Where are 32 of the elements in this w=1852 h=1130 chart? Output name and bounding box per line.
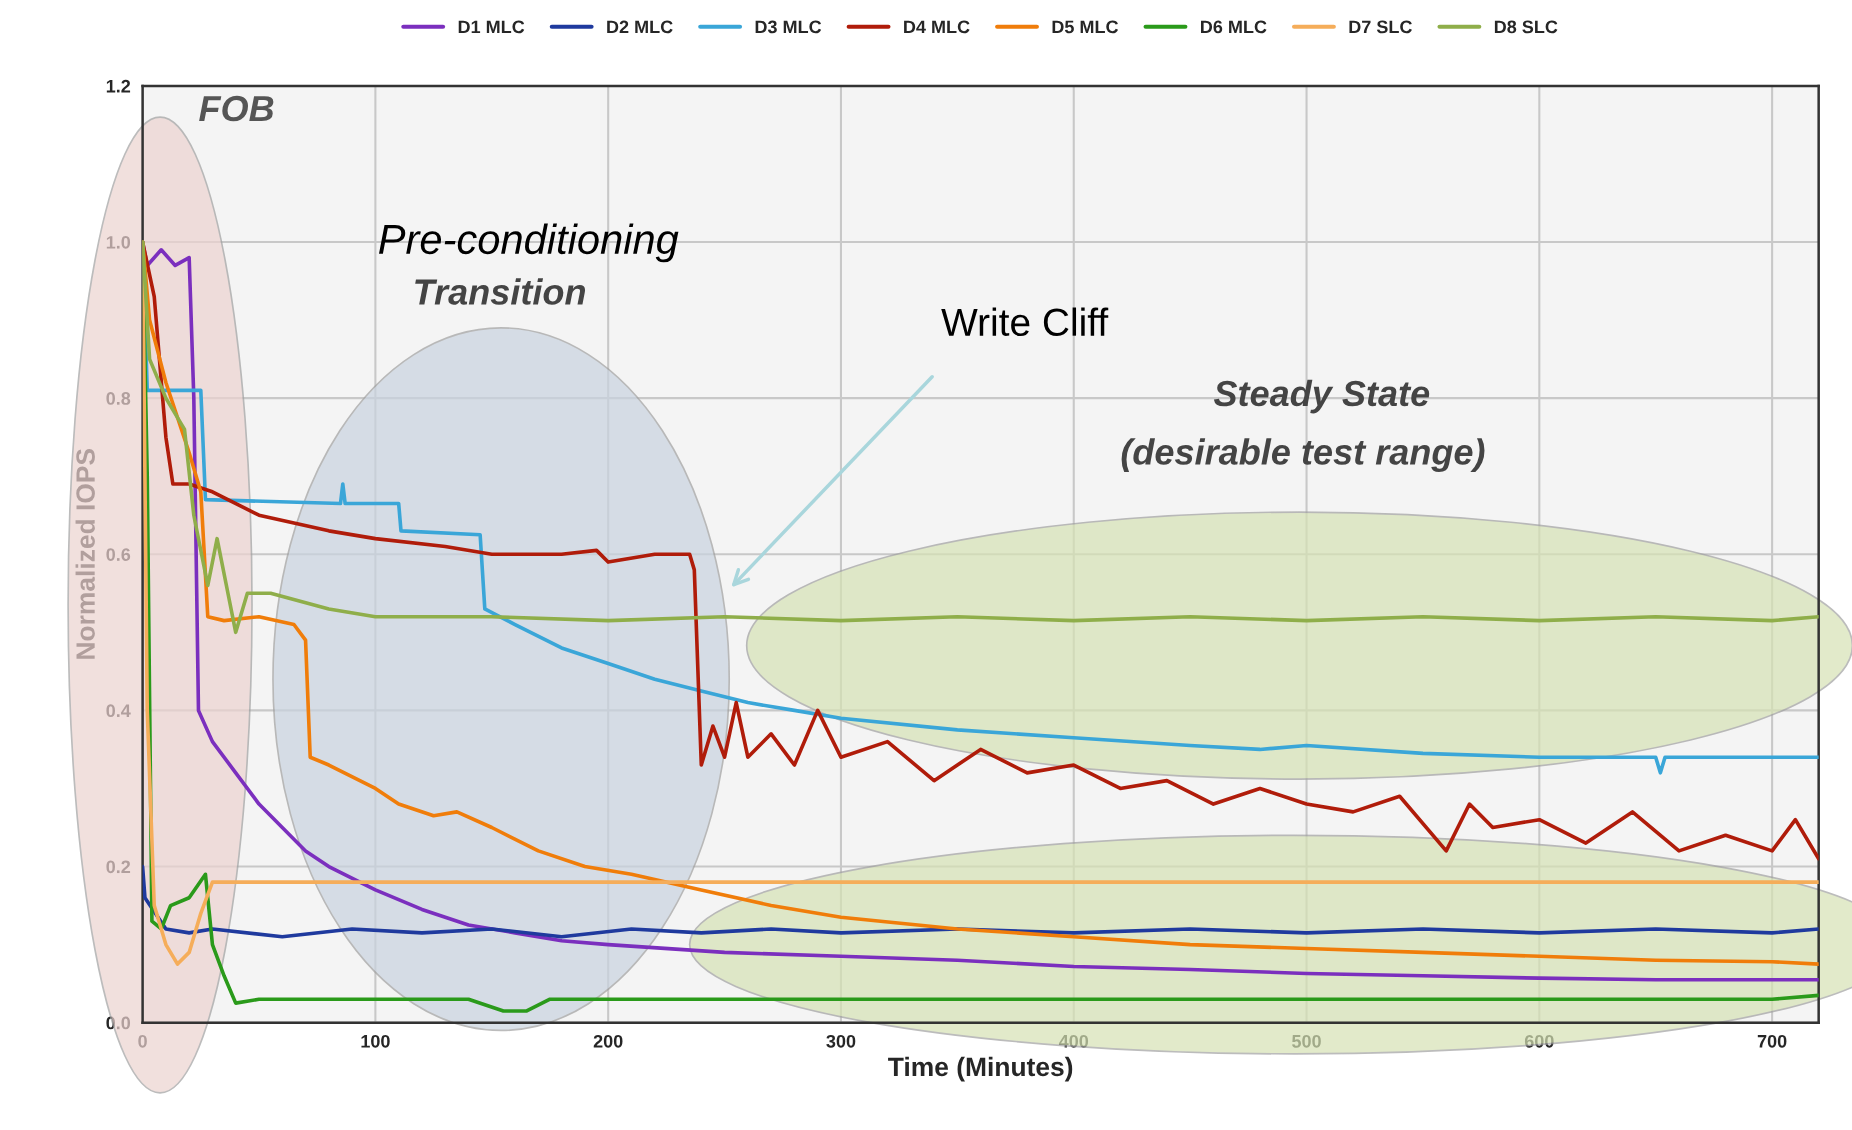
annotation: Write Cliff — [941, 307, 1109, 337]
legend-label: D8 SLC — [1494, 20, 1558, 34]
line-series — [142, 864, 1819, 939]
y-tick-label: 0.6 — [106, 548, 131, 561]
y-axis-title: Normalized IOPS — [75, 448, 95, 659]
y-tick-label: 0.8 — [106, 392, 131, 405]
annotation: Transition — [415, 278, 586, 305]
x-tick-label: 700 — [1757, 1034, 1787, 1048]
legend-label: D1 MLC — [458, 20, 525, 34]
y-tick-label: 0.4 — [106, 704, 131, 718]
legend-label: D5 MLC — [1052, 20, 1119, 34]
legend-label: D6 MLC — [1201, 20, 1267, 34]
x-axis-title: Time (Minutes) — [888, 1056, 1073, 1082]
y-tick-label: 0.2 — [106, 860, 131, 874]
legend-label: D4 MLC — [904, 20, 970, 34]
legend-label: D3 MLC — [755, 20, 822, 34]
x-tick-label: 300 — [826, 1034, 856, 1048]
x-tick-label: 400 — [1058, 1034, 1089, 1048]
x-tick-label: 100 — [361, 1034, 390, 1048]
annotation: Pre-conditioning — [379, 223, 679, 263]
x-tick-label: 200 — [593, 1034, 623, 1048]
y-tick-label: 0.0 — [106, 1016, 131, 1030]
y-tick-label: 1.0 — [106, 235, 131, 249]
x-tick-label: 500 — [1292, 1034, 1321, 1048]
x-tick-label: 0 — [138, 1034, 147, 1048]
annotation: FOB — [199, 95, 274, 122]
legend-label: D7 SLC — [1349, 20, 1412, 34]
y-tick-label: 1.2 — [106, 79, 131, 93]
annotation: (desirable test range) — [1121, 438, 1485, 472]
legend-label: D2 MLC — [607, 20, 673, 34]
annotation: Steady State — [1213, 379, 1430, 414]
x-tick-label: 600 — [1524, 1034, 1554, 1048]
